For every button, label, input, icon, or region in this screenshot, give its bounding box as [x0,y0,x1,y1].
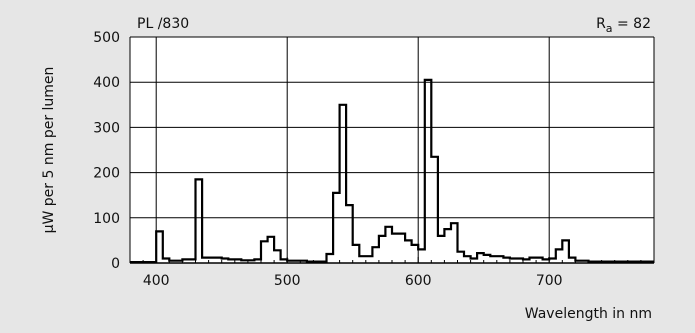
ra-annotation: Ra = 82 [596,16,651,35]
series-spectrum-line [130,78,654,264]
y-axis-ticks: 0 100 200 300 400 500 [93,30,120,272]
y-tick-label: 100 [93,211,120,227]
y-tick-label: 0 [111,256,120,272]
chart-title: PL /830 [137,16,189,32]
grid [129,36,655,264]
y-tick-label: 200 [93,166,120,182]
x-tick-label: 700 [536,273,563,289]
y-tick-label: 500 [93,30,120,46]
x-tick-label: 500 [274,273,301,289]
ra-annotation-suffix: = 82 [613,16,651,32]
y-tick-label: 300 [93,120,120,136]
x-tick-label: 400 [143,273,170,289]
x-axis-label: Wavelength in nm [525,306,652,322]
ra-annotation-prefix: R [596,16,606,32]
ra-annotation-subscript: a [606,22,613,35]
x-tick-label: 600 [405,273,432,289]
y-tick-label: 400 [93,75,120,91]
y-axis-label: µW per 5 nm per lumen [41,67,57,234]
plot-background [130,37,654,263]
